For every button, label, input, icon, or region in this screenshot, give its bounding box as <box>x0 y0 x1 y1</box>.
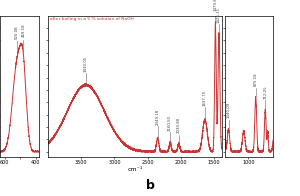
Text: 2160.50: 2160.50 <box>168 115 172 131</box>
Text: 2349.18: 2349.18 <box>156 109 160 125</box>
Text: b: b <box>146 179 154 192</box>
Text: 469.18: 469.18 <box>21 24 26 37</box>
Text: after boiling in a 5 % solution of NaOH: after boiling in a 5 % solution of NaOH <box>50 17 134 21</box>
Text: 1637.75: 1637.75 <box>203 90 207 106</box>
Text: 1479.82: 1479.82 <box>213 0 218 11</box>
Text: 1340.09: 1340.09 <box>226 102 230 118</box>
Text: 520.08: 520.08 <box>15 25 19 39</box>
X-axis label: cm⁻¹: cm⁻¹ <box>127 167 143 172</box>
Text: 875.18: 875.18 <box>254 73 258 86</box>
Text: 2030.80: 2030.80 <box>177 117 181 133</box>
Text: 3430.05: 3430.05 <box>84 56 88 72</box>
Text: 712.25: 712.25 <box>263 85 267 99</box>
Text: 1425.11: 1425.11 <box>217 7 221 23</box>
